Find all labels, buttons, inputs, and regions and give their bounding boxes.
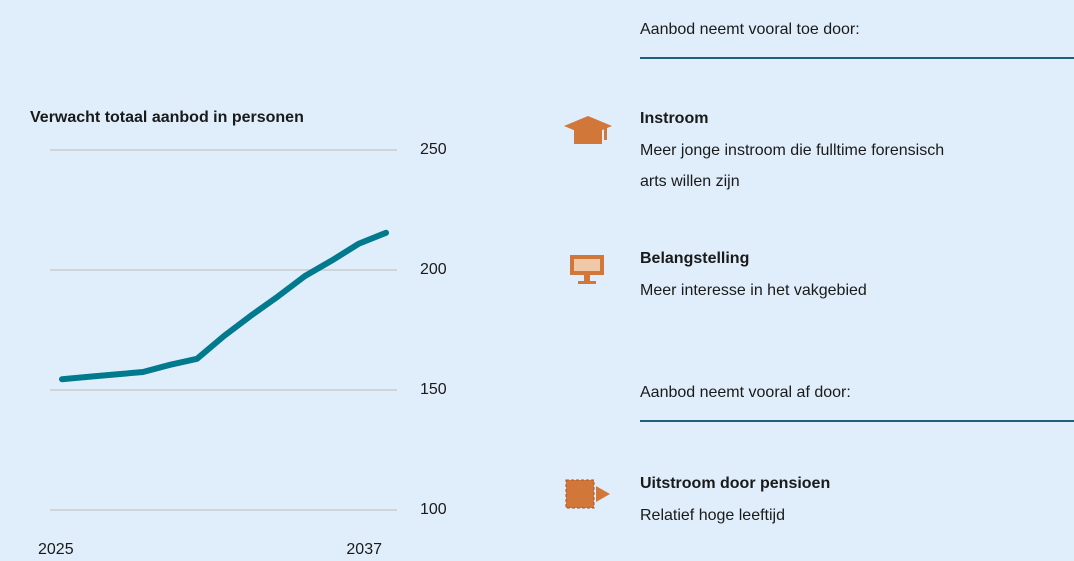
y-tick-label: 250 — [420, 141, 447, 158]
item-text: Meer interesse in het vakgebied — [640, 282, 867, 299]
y-tick-label: 150 — [420, 381, 447, 398]
icon-screen — [570, 255, 604, 284]
x-tick-label: 2037 — [346, 541, 382, 558]
chart-title: Verwacht totaal aanbod in personen — [30, 109, 304, 126]
icon-graduation — [564, 116, 612, 144]
item-text: Relatief hoge leeftijd — [640, 507, 785, 524]
section-heading: Aanbod neemt vooral toe door: — [640, 21, 860, 38]
item-title: Belangstelling — [640, 250, 749, 267]
item-text: arts willen zijn — [640, 173, 740, 190]
y-tick-label: 200 — [420, 261, 447, 278]
section-heading: Aanbod neemt vooral af door: — [640, 384, 851, 401]
x-tick-label: 2025 — [38, 541, 74, 558]
y-tick-label: 100 — [420, 501, 447, 518]
item-title: Instroom — [640, 110, 708, 127]
item-text: Meer jonge instroom die fulltime forensi… — [640, 142, 944, 159]
data-line — [59, 229, 389, 383]
item-title: Uitstroom door pensioen — [640, 475, 830, 492]
icon-exit — [565, 479, 610, 509]
